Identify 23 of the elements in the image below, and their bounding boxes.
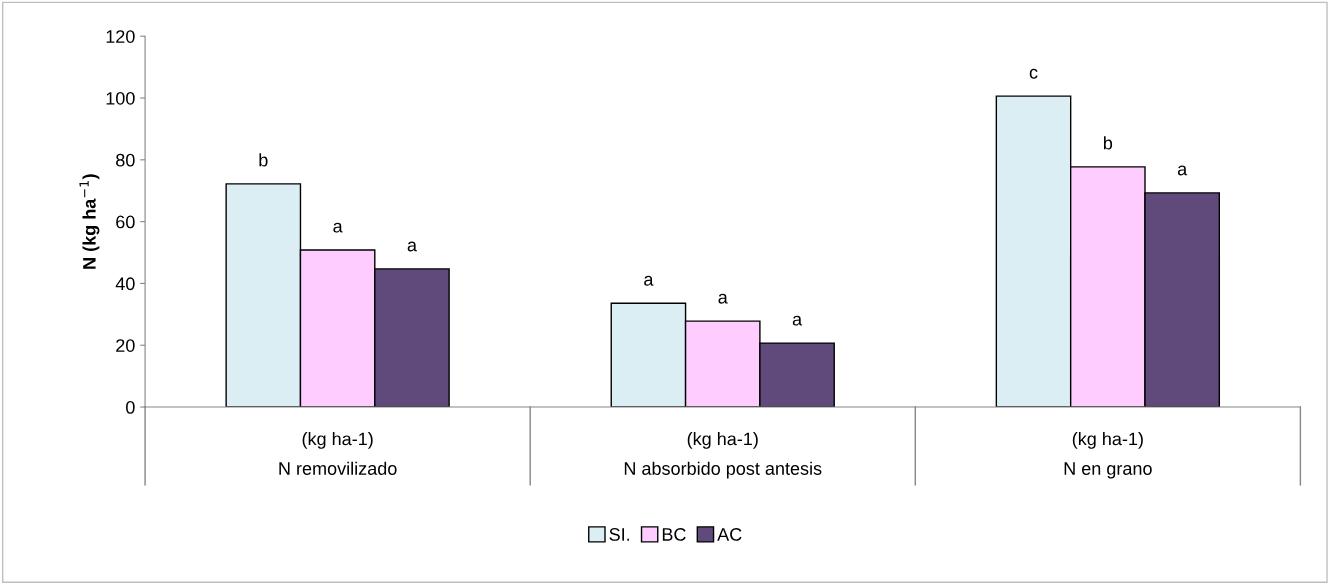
x-tick-label: (kg ha-1) N en grano: [1064, 432, 1152, 479]
y-tick-label: 40: [115, 277, 135, 291]
data-label: a: [407, 241, 417, 252]
data-label: a: [644, 275, 654, 286]
data-label: b: [1103, 136, 1113, 150]
data-label: a: [1177, 165, 1188, 176]
data-label: c: [1029, 68, 1038, 79]
data-label: a: [718, 293, 728, 304]
y-tick-label: 120: [106, 30, 135, 43]
legend-label: SI.: [609, 528, 630, 541]
x-tick-label: (kg ha-1) N absorbido post antesis: [624, 432, 822, 479]
data-label: a: [792, 315, 803, 326]
y-tick-label: 80: [116, 153, 135, 167]
x-tick-label: (kg ha-1) N removilizado: [279, 432, 397, 475]
y-tick-label: 20: [116, 339, 135, 352]
y-tick-label: 0: [126, 400, 135, 414]
y-axis-title: N (kg ha$^{−1}$): [79, 174, 100, 269]
legend-label: BC: [662, 528, 686, 541]
legend-label: AC: [717, 528, 742, 541]
y-tick-label: 100: [106, 91, 135, 105]
data-label: a: [333, 222, 343, 233]
y-tick-label: 60: [116, 215, 135, 229]
data-label: b: [259, 153, 268, 167]
